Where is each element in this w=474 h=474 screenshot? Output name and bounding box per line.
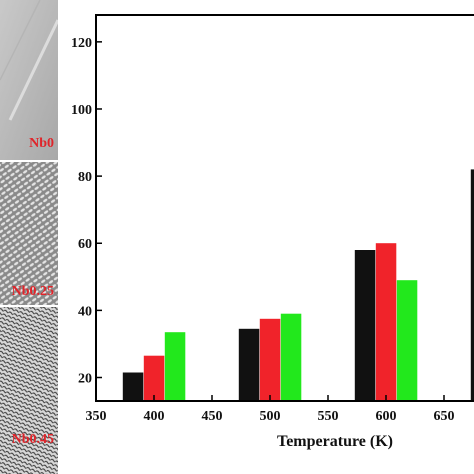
bar-500-series-1	[259, 318, 281, 401]
x-tick-label: 600	[376, 409, 397, 424]
x-tick-label: 500	[260, 409, 281, 424]
panel-label-nb025: Nb0.25	[11, 284, 54, 299]
x-tick-label: 350	[86, 409, 107, 424]
bar-400-series-0	[122, 372, 144, 401]
bar-500-series-0	[238, 328, 260, 401]
bar-400-series-1	[143, 355, 165, 401]
bar-400-series-2	[164, 332, 186, 401]
bar-700-series-0	[470, 169, 474, 401]
y-tick-label: 40	[78, 304, 92, 319]
micrograph-nb045-image	[0, 307, 58, 474]
bar-600-series-1	[375, 243, 397, 401]
y-tick-label: 60	[78, 237, 92, 252]
x-tick-label: 650	[434, 409, 455, 424]
plot-frame	[95, 14, 474, 402]
y-tick-label: 100	[71, 103, 92, 118]
micrograph-nb0-image	[0, 0, 58, 160]
panel-label-nb045: Nb0.45	[11, 432, 54, 447]
micrograph-panel-nb025: Nb0.25	[0, 162, 58, 305]
x-tick-label: 400	[144, 409, 165, 424]
bar-600-series-2	[396, 280, 418, 401]
y-tick-label: 120	[71, 36, 92, 51]
y-tick-label: 80	[78, 170, 92, 185]
x-tick-label: 550	[318, 409, 339, 424]
micrograph-panel-nb0: Nb0	[0, 0, 58, 160]
x-axis-label: Temperature (K)	[277, 433, 393, 450]
panel-label-nb0: Nb0	[29, 136, 54, 151]
micrograph-panel-nb045: Nb0.45	[0, 307, 58, 474]
bar-600-series-0	[354, 250, 376, 401]
micrograph-nb025-image	[0, 162, 58, 305]
x-tick-label: 450	[202, 409, 223, 424]
bar-500-series-2	[280, 313, 302, 401]
y-tick-label: 20	[78, 372, 92, 387]
